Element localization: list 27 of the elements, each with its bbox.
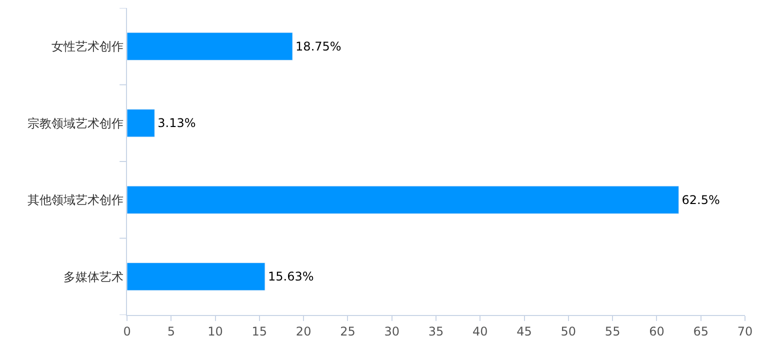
- bar: [127, 186, 680, 214]
- x-tick-label: 35: [428, 324, 444, 338]
- x-tick-label: 60: [649, 324, 664, 338]
- x-tick-label: 5: [167, 324, 175, 338]
- y-tick-label: 其他领域艺术创作: [28, 193, 124, 208]
- x-tick-label: 10: [208, 324, 223, 338]
- x-tick-label: 25: [340, 324, 356, 338]
- x-tick-label: 15: [252, 324, 268, 338]
- bar: [127, 32, 293, 60]
- x-tick-label: 0: [123, 324, 131, 338]
- x-tick-label: 20: [296, 324, 312, 338]
- y-tick-label: 女性艺术创作: [52, 40, 124, 54]
- data-label: 15.63%: [268, 270, 314, 284]
- x-tick-label: 55: [604, 324, 620, 338]
- bar: [127, 262, 266, 291]
- x-tick-label: 65: [693, 324, 708, 338]
- x-tick-label: 30: [384, 324, 400, 338]
- x-tick-label: 70: [737, 324, 753, 338]
- y-tick-label: 多媒体艺术: [64, 270, 124, 284]
- x-tick-label: 45: [516, 324, 532, 338]
- data-label: 3.13%: [158, 116, 196, 130]
- x-tick-label: 50: [560, 324, 576, 338]
- data-label: 62.5%: [682, 192, 720, 207]
- y-tick-label: 宗教领域艺术创作: [28, 116, 124, 130]
- data-label: 18.75%: [296, 39, 342, 54]
- x-tick-label: 40: [472, 324, 488, 338]
- bar: [127, 109, 155, 138]
